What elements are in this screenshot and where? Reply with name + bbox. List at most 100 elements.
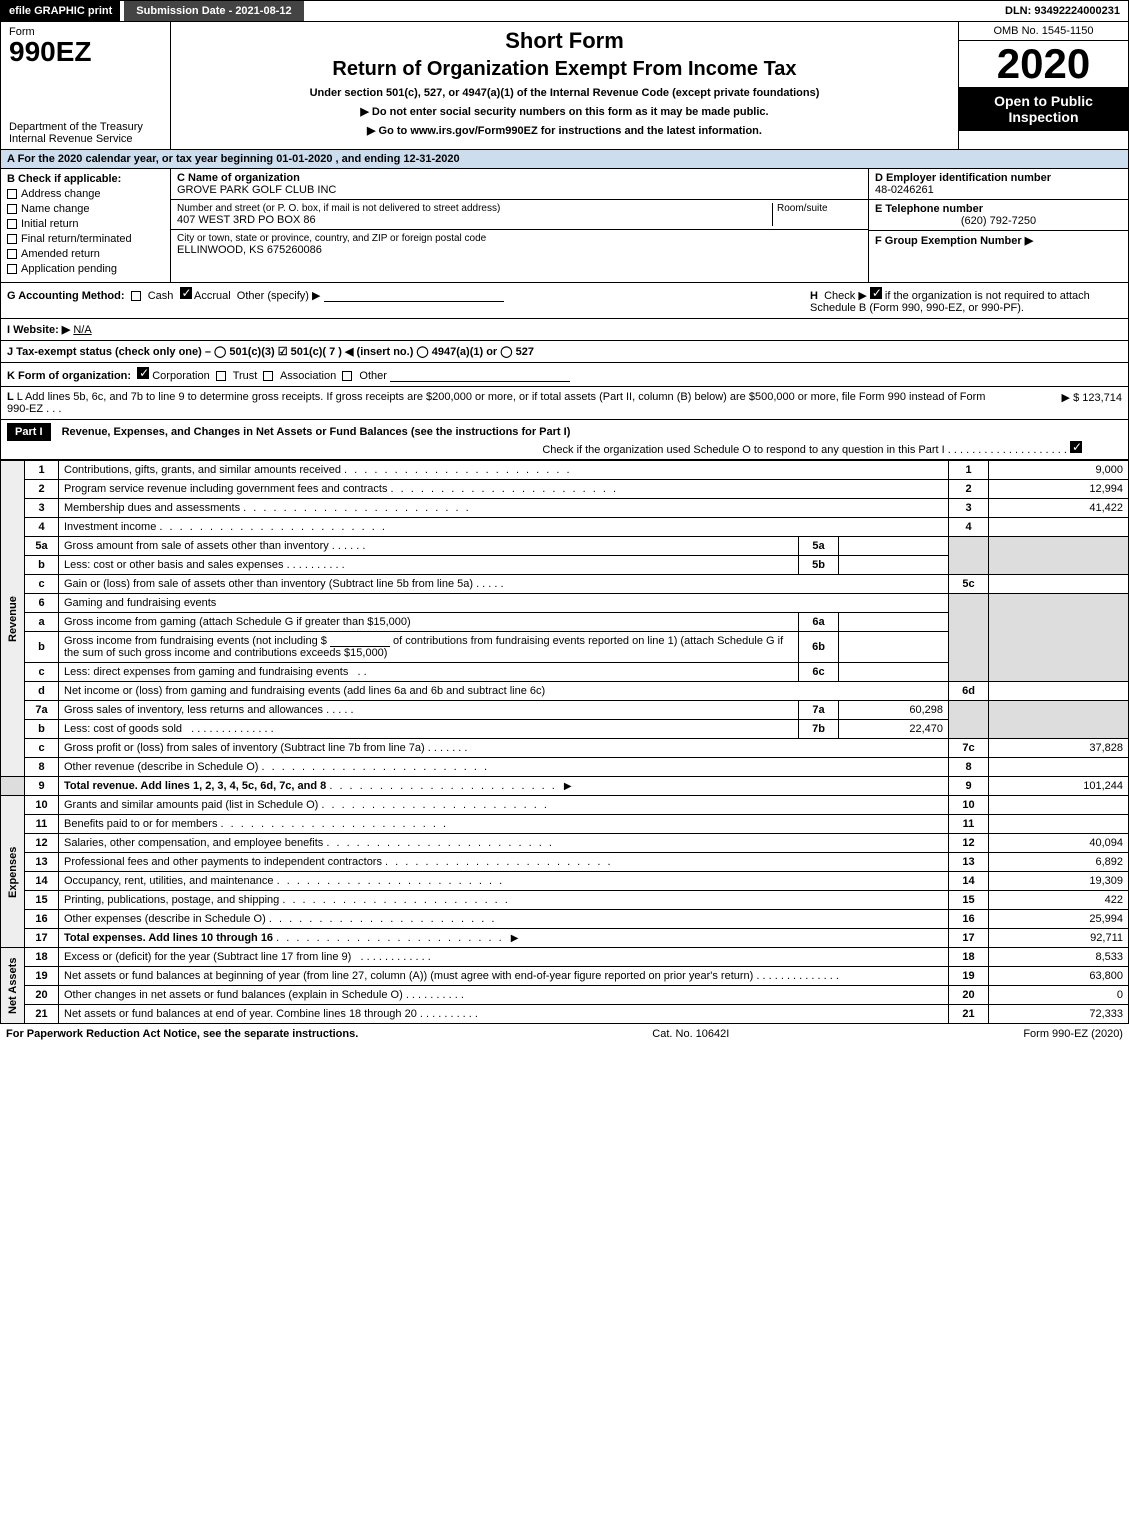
- checkbox-cash[interactable]: [131, 291, 141, 301]
- line-num: 5a: [25, 537, 59, 556]
- gray-cell: [949, 537, 989, 575]
- arrow-icon: [560, 780, 576, 792]
- side-net-assets: Net Assets: [1, 948, 25, 1024]
- omb-number: OMB No. 1545-1150: [959, 22, 1128, 41]
- table-row: 6 Gaming and fundraising events: [1, 594, 1129, 613]
- checkbox-other-org[interactable]: [342, 371, 352, 381]
- checkbox-corporation[interactable]: [137, 367, 149, 379]
- line-num: 6: [25, 594, 59, 613]
- line-num: 20: [25, 986, 59, 1005]
- checkbox-address-change[interactable]: [7, 189, 17, 199]
- amt-cell: 8,533: [989, 948, 1129, 967]
- room-suite-label: Room/suite: [777, 203, 862, 214]
- line-num: b: [25, 556, 59, 575]
- application-pending-label: Application pending: [21, 263, 117, 275]
- website-label: I Website: ▶: [7, 324, 70, 336]
- name-change-label: Name change: [21, 203, 90, 215]
- other-org-input[interactable]: [390, 370, 570, 382]
- irs-label: Internal Revenue Service: [9, 133, 162, 145]
- submission-date-button[interactable]: Submission Date - 2021-08-12: [124, 1, 303, 21]
- go-to-link[interactable]: ▶ Go to www.irs.gov/Form990EZ for instru…: [183, 124, 946, 137]
- num-col: 10: [949, 796, 989, 815]
- num-col: 20: [949, 986, 989, 1005]
- line-num: 7a: [25, 701, 59, 720]
- contrib-amount-input[interactable]: [330, 635, 390, 647]
- checkbox-schedule-b-not-required[interactable]: [870, 287, 882, 299]
- h-label: H: [810, 290, 818, 302]
- efile-print-button[interactable]: efile GRAPHIC print: [1, 1, 120, 21]
- checkbox-accrual[interactable]: [180, 287, 192, 299]
- line-desc: Total expenses. Add lines 10 through 16: [64, 932, 273, 944]
- num-col: 8: [949, 758, 989, 777]
- line-desc: Gross sales of inventory, less returns a…: [64, 704, 323, 716]
- line-num: 1: [25, 461, 59, 480]
- table-row: d Net income or (loss) from gaming and f…: [1, 682, 1129, 701]
- num-col: 9: [949, 777, 989, 796]
- line-desc: Contributions, gifts, grants, and simila…: [64, 464, 341, 476]
- num-col: 4: [949, 518, 989, 537]
- num-col: 14: [949, 872, 989, 891]
- table-row: c Gain or (loss) from sale of assets oth…: [1, 575, 1129, 594]
- section-def: D Employer identification number 48-0246…: [868, 169, 1128, 282]
- line-num: 14: [25, 872, 59, 891]
- line-desc: Gross income from gaming (attach Schedul…: [59, 613, 799, 632]
- line-desc: Total revenue. Add lines 1, 2, 3, 4, 5c,…: [64, 780, 326, 792]
- table-row: 8 Other revenue (describe in Schedule O)…: [1, 758, 1129, 777]
- financial-table: Revenue 1 Contributions, gifts, grants, …: [0, 460, 1129, 1024]
- sub-val: [839, 556, 949, 575]
- num-col: 19: [949, 967, 989, 986]
- line-desc: Gross amount from sale of assets other t…: [64, 540, 329, 552]
- amt-cell: [989, 682, 1129, 701]
- gray-cell: [989, 594, 1129, 682]
- sub-label: 6c: [799, 663, 839, 682]
- l-text: L Add lines 5b, 6c, and 7b to line 9 to …: [7, 391, 985, 415]
- line-num: c: [25, 739, 59, 758]
- amt-cell: 92,711: [989, 929, 1129, 948]
- sub-val: [839, 537, 949, 556]
- sub-val: 22,470: [839, 720, 949, 739]
- num-col: 1: [949, 461, 989, 480]
- other-specify-input[interactable]: [324, 290, 504, 302]
- footer-row: For Paperwork Reduction Act Notice, see …: [0, 1024, 1129, 1044]
- checkbox-association[interactable]: [263, 371, 273, 381]
- table-row: 3 Membership dues and assessments 3 41,4…: [1, 499, 1129, 518]
- header-right: OMB No. 1545-1150 2020 Open to Public In…: [958, 22, 1128, 149]
- form-ref: Form 990-EZ (2020): [1023, 1028, 1123, 1040]
- cash-label: Cash: [148, 290, 174, 302]
- phone-value: (620) 792-7250: [875, 215, 1122, 227]
- sub-label: 5a: [799, 537, 839, 556]
- line-num: 17: [25, 929, 59, 948]
- checkbox-amended-return[interactable]: [7, 249, 17, 259]
- line-desc-6b-1: Gross income from fundraising events (no…: [64, 635, 327, 647]
- line-num: d: [25, 682, 59, 701]
- amt-cell: 37,828: [989, 739, 1129, 758]
- checkbox-application-pending[interactable]: [7, 264, 17, 274]
- checkbox-name-change[interactable]: [7, 204, 17, 214]
- dept-label: Department of the Treasury: [9, 121, 162, 133]
- part-1-title: Revenue, Expenses, and Changes in Net As…: [62, 426, 571, 438]
- num-col: 5c: [949, 575, 989, 594]
- city-value: ELLINWOOD, KS 675260086: [177, 244, 862, 256]
- amt-cell: [989, 815, 1129, 834]
- checkbox-schedule-o[interactable]: [1070, 441, 1082, 453]
- h-check-text: Check ▶: [824, 290, 867, 302]
- num-col: 15: [949, 891, 989, 910]
- org-name: GROVE PARK GOLF CLUB INC: [177, 184, 862, 196]
- line-num: 16: [25, 910, 59, 929]
- line-desc: Gross profit or (loss) from sales of inv…: [64, 742, 425, 754]
- amt-cell: 6,892: [989, 853, 1129, 872]
- line-num: 11: [25, 815, 59, 834]
- sub-label: 5b: [799, 556, 839, 575]
- checkbox-trust[interactable]: [216, 371, 226, 381]
- checkbox-initial-return[interactable]: [7, 219, 17, 229]
- form-number: 990EZ: [9, 38, 162, 66]
- corporation-label: Corporation: [152, 370, 209, 382]
- line-desc: Other revenue (describe in Schedule O): [64, 761, 258, 773]
- table-row: 17 Total expenses. Add lines 10 through …: [1, 929, 1129, 948]
- checkbox-final-return[interactable]: [7, 234, 17, 244]
- line-desc: Membership dues and assessments: [64, 502, 240, 514]
- l-amount: ▶ $ 123,714: [1002, 391, 1122, 415]
- line-num: b: [25, 720, 59, 739]
- table-row: 7a Gross sales of inventory, less return…: [1, 701, 1129, 720]
- line-desc: Salaries, other compensation, and employ…: [64, 837, 323, 849]
